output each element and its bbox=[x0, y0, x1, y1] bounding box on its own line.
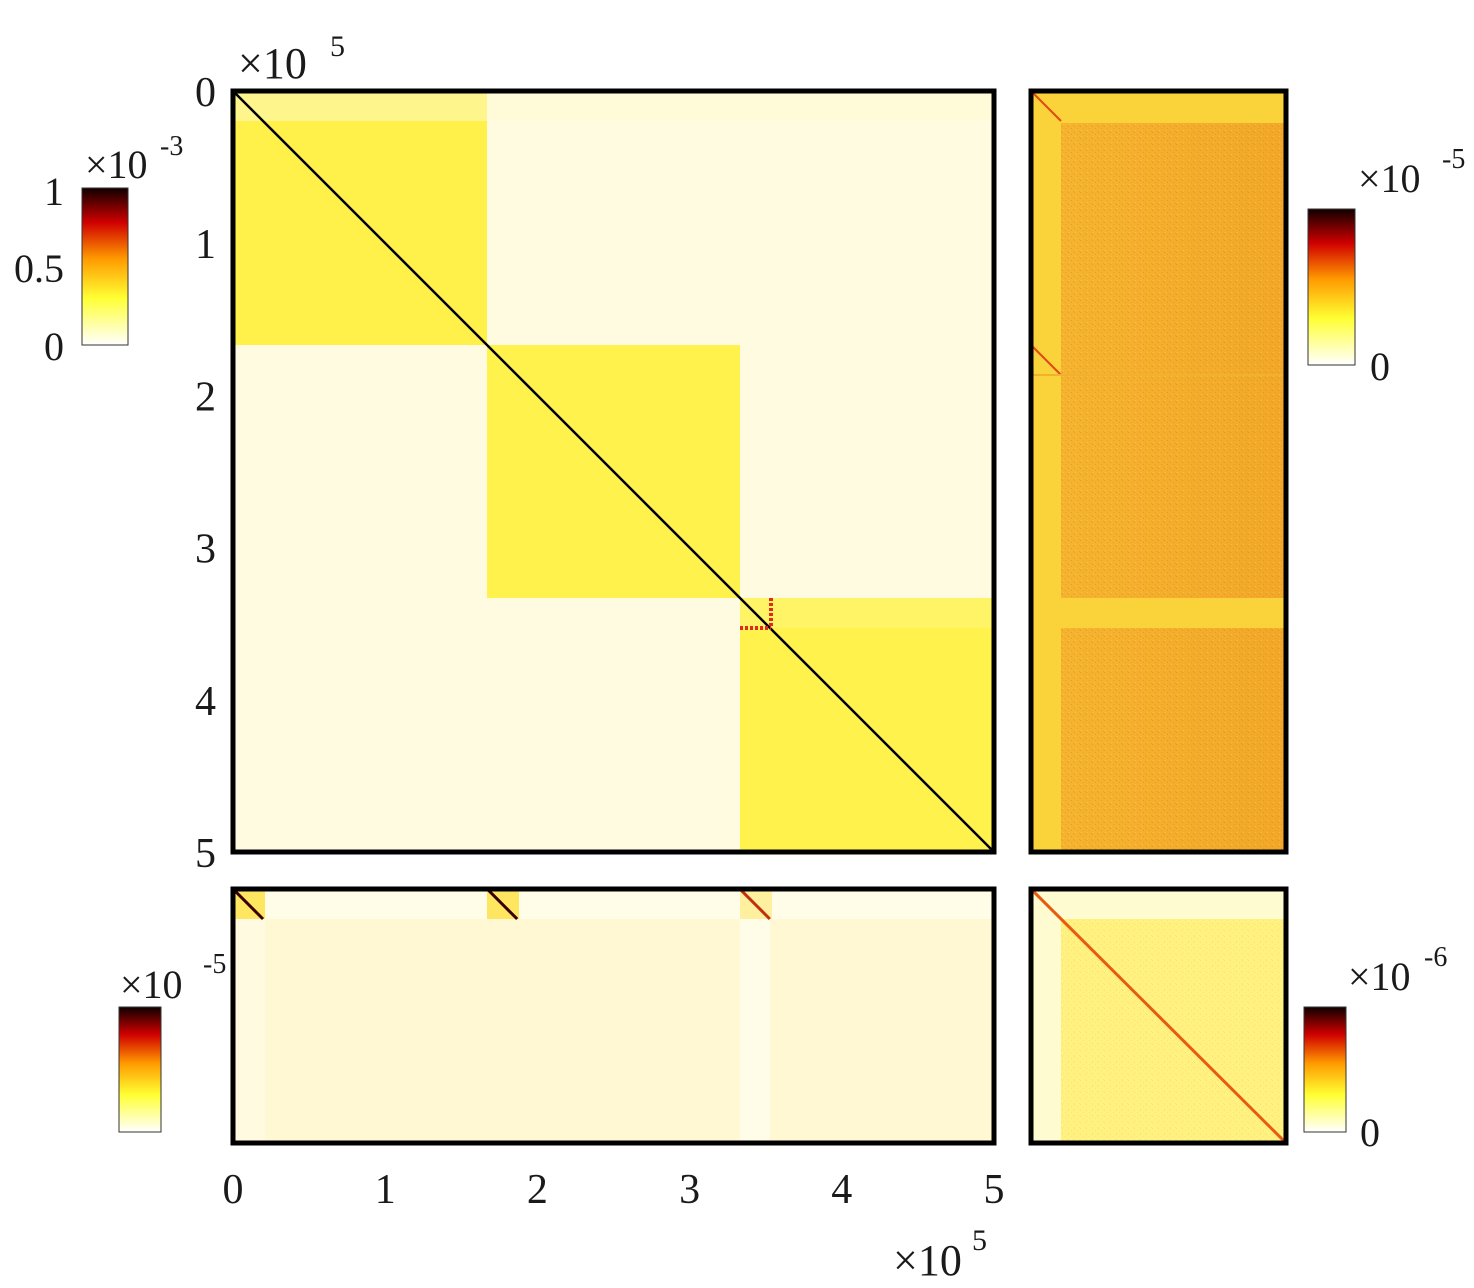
x-tick-label: 4 bbox=[831, 1167, 852, 1213]
colorbar-bottom-base: ×10 bbox=[120, 962, 183, 1007]
y-tick-label: 2 bbox=[195, 374, 216, 420]
colorbar-right: ×10 -5 0 bbox=[1307, 144, 1465, 389]
y-tick-label: 1 bbox=[195, 222, 216, 268]
colorbar-corner: ×10 -6 0 bbox=[1303, 942, 1447, 1155]
colorbar-right-base: ×10 bbox=[1358, 156, 1421, 201]
x-tick-label: 0 bbox=[223, 1167, 244, 1213]
colorbar-main-max: 1 bbox=[44, 169, 64, 214]
corner-panel bbox=[1028, 886, 1289, 1146]
bottom-x-ticks: 0 1 2 3 4 5 bbox=[223, 1167, 1005, 1213]
y-tick-label: 5 bbox=[195, 831, 216, 877]
main-y-ticks: 0 1 2 3 4 5 bbox=[195, 70, 216, 877]
y-tick-label: 3 bbox=[195, 527, 216, 573]
y-multiplier-exp: 5 bbox=[330, 30, 345, 63]
y-multiplier-base: ×10 bbox=[238, 39, 307, 88]
right-frame bbox=[1028, 88, 1289, 855]
colorbar-main-min: 0 bbox=[44, 324, 64, 369]
corner-frame bbox=[1028, 886, 1289, 1146]
colorbar-bottom: ×10 -5 bbox=[118, 949, 226, 1133]
x-tick-label: 3 bbox=[679, 1167, 700, 1213]
right-panel bbox=[1028, 88, 1289, 855]
x-tick-label: 5 bbox=[984, 1167, 1005, 1213]
colorbar-bottom-exp: -5 bbox=[203, 949, 226, 980]
bottom-band bbox=[233, 889, 994, 919]
bottom-diagonal-segment bbox=[231, 887, 265, 921]
x-multiplier-base: ×10 bbox=[893, 1236, 962, 1285]
bottom-diagonal-segments bbox=[231, 887, 771, 921]
bottom-strip-2 bbox=[740, 889, 770, 1143]
colorbar-main-exp: -3 bbox=[160, 131, 183, 162]
bottom-diagonal-segment bbox=[486, 887, 519, 921]
main-y-multiplier: ×10 5 bbox=[238, 30, 345, 88]
colorbar-corner-min: 0 bbox=[1360, 1110, 1380, 1155]
right-diag-2 bbox=[1030, 344, 1062, 376]
x-tick-label: 2 bbox=[527, 1167, 548, 1213]
y-tick-label: 0 bbox=[195, 70, 216, 116]
bottom-strip-1 bbox=[233, 889, 265, 1143]
colorbar-main-mid: 0.5 bbox=[14, 246, 64, 291]
right-mid-band bbox=[1031, 598, 1286, 628]
colorbar-right-min: 0 bbox=[1370, 344, 1390, 389]
right-diag-1 bbox=[1030, 90, 1062, 122]
colorbar-main: ×10 -3 1 0.5 0 bbox=[14, 131, 183, 369]
corner-diagonal bbox=[1029, 887, 1288, 1145]
colorbar-corner-exp: -6 bbox=[1424, 942, 1447, 973]
colorbar-right-exp: -5 bbox=[1442, 144, 1465, 175]
bottom-diagonal-segment bbox=[738, 887, 771, 921]
corner-left-strip bbox=[1031, 889, 1061, 1143]
x-multiplier-exp: 5 bbox=[972, 1224, 987, 1257]
colorbar-main-base: ×10 bbox=[85, 142, 148, 187]
main-diagonal bbox=[232, 90, 995, 853]
bottom-background bbox=[233, 889, 994, 1143]
main-panel: 0 1 2 3 4 5 ×10 5 bbox=[195, 30, 997, 877]
main-band-strip bbox=[233, 91, 994, 121]
right-top-band bbox=[1031, 91, 1286, 123]
right-noise bbox=[1031, 91, 1286, 852]
bottom-panel: 0 1 2 3 4 5 ×10 5 bbox=[223, 886, 1005, 1285]
main-frame bbox=[230, 88, 997, 855]
bottom-frame bbox=[230, 886, 997, 1146]
main-highlight bbox=[740, 598, 773, 630]
x-tick-label: 1 bbox=[375, 1167, 396, 1213]
main-band-strip-2 bbox=[740, 598, 994, 628]
corner-top-band bbox=[1031, 889, 1286, 919]
colorbar-corner-base: ×10 bbox=[1348, 954, 1411, 999]
right-left-strip bbox=[1031, 91, 1061, 852]
y-tick-label: 4 bbox=[195, 679, 216, 725]
bottom-x-multiplier: ×10 5 bbox=[893, 1224, 987, 1285]
